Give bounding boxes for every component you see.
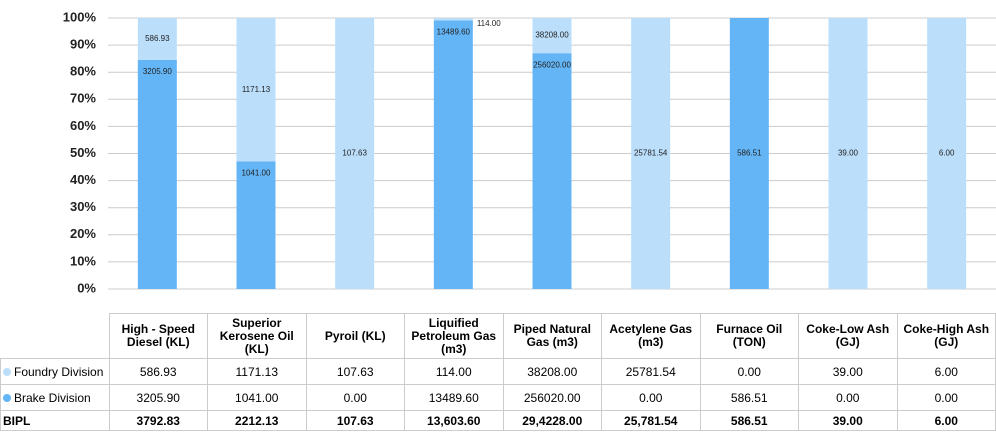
table-cell: 0.00 — [896, 384, 996, 411]
bar-segment — [137, 59, 177, 289]
table-cell: 39.00 — [798, 358, 898, 385]
data-label: 107.63 — [342, 149, 367, 158]
bar-segment — [236, 161, 276, 289]
table-cell: 13489.60 — [404, 384, 504, 411]
bar-segment — [137, 18, 177, 60]
legend-marker — [3, 368, 11, 377]
y-tick-label: 70% — [70, 91, 96, 106]
table-cell: 38208.00 — [502, 358, 602, 385]
data-label: 586.51 — [737, 149, 762, 158]
column-header: High - Speed Diesel (KL) — [108, 313, 208, 359]
table-cell: 25,781.54 — [601, 410, 701, 431]
table-row: Brake Division 3205.90 1041.00 0.00 13489.60… — [0, 384, 996, 411]
legend-label: Brake Division — [14, 390, 91, 405]
table-cell: 0.00 — [699, 358, 799, 385]
table-cell: 114.00 — [404, 358, 504, 385]
data-label: 586.93 — [145, 34, 170, 43]
table-cell: 586.93 — [108, 358, 208, 385]
bar-segment — [532, 18, 572, 54]
data-table: High - Speed Diesel (KL) Superior Kerosen… — [0, 313, 996, 431]
chart: 0% 10% 20% 30% 40% 50% 60% 70% 80% 90% 100% 3205.90… — [63, 9, 996, 295]
legend-entry: Foundry Division — [0, 358, 110, 385]
bar-segment — [433, 18, 473, 21]
data-label: 6.00 — [939, 149, 955, 158]
table-cell: 107.63 — [305, 358, 405, 385]
column-header: Coke-High Ash (GJ) — [896, 313, 996, 359]
y-tick-label: 60% — [70, 118, 96, 133]
table-cell: 256020.00 — [502, 384, 602, 411]
column-header: Superior Kerosene Oil (KL) — [207, 313, 307, 359]
table-cell: 586.51 — [699, 384, 799, 411]
total-row: BIPL 3792.83 2212.13 107.63 13,603.60 29,4228… — [0, 410, 996, 431]
bar-segment — [236, 18, 276, 162]
column-header: Liquified Petroleum Gas (m3) — [404, 313, 504, 359]
legend-marker — [3, 394, 11, 403]
table-corner — [1, 314, 110, 359]
table-cell: 3792.83 — [108, 410, 208, 431]
bar-segment — [433, 20, 473, 289]
table-cell: 586.51 — [699, 410, 799, 431]
column-header: Coke-Low Ash (GJ) — [798, 313, 898, 359]
column-header: Acetylene Gas (m3) — [601, 313, 701, 359]
bar-segment — [335, 18, 375, 289]
legend-entry: Brake Division — [0, 384, 110, 411]
data-label: 1041.00 — [242, 169, 271, 178]
bar-segment — [532, 53, 572, 289]
data-label: 114.00 — [477, 19, 501, 28]
y-tick-label: 50% — [70, 145, 96, 160]
data-label: 13489.60 — [437, 27, 471, 36]
y-tick-label: 10% — [70, 253, 96, 268]
column-header: Pyroil (KL) — [305, 313, 405, 359]
table-cell: 39.00 — [798, 410, 898, 431]
legend-label: Foundry Division — [14, 364, 104, 379]
table-cell: 107.63 — [305, 410, 405, 431]
table-cell: 29,4228.00 — [502, 410, 602, 431]
table-cell: 1171.13 — [207, 358, 307, 385]
table-cell: 0.00 — [798, 384, 898, 411]
data-label: 39.00 — [838, 149, 859, 158]
y-tick-label: 80% — [70, 64, 96, 79]
y-tick-label: 100% — [63, 9, 97, 24]
table-cell: 0.00 — [601, 384, 701, 411]
bar-segment — [729, 18, 769, 289]
bar-segment — [927, 18, 967, 289]
y-tick-label: 20% — [70, 226, 96, 241]
y-tick-label: 30% — [70, 199, 96, 214]
bar-segment — [631, 18, 671, 289]
column-header: Furnace Oil (TON) — [699, 313, 799, 359]
data-label: 3205.90 — [143, 67, 172, 76]
table-cell: 0.00 — [305, 384, 405, 411]
table-cell: 6.00 — [896, 410, 996, 431]
data-label: 256020.00 — [533, 60, 571, 69]
data-label: 1171.13 — [242, 85, 271, 94]
table-cell: 1041.00 — [207, 384, 307, 411]
column-header: Piped Natural Gas (m3) — [502, 313, 602, 359]
table-cell: 13,603.60 — [404, 410, 504, 431]
table-cell: 3205.90 — [108, 384, 208, 411]
data-label: 25781.54 — [634, 149, 668, 158]
table-cell: 2212.13 — [207, 410, 307, 431]
y-tick-label: 90% — [70, 37, 96, 52]
data-label: 38208.00 — [535, 31, 569, 40]
y-tick-label: 40% — [70, 172, 96, 187]
table-row: Foundry Division 586.93 1171.13 107.63 114.0… — [0, 358, 996, 385]
bar-segment — [828, 18, 868, 289]
row-label: BIPL — [0, 410, 110, 431]
y-tick-label: 0% — [77, 280, 96, 295]
table-cell: 6.00 — [896, 358, 996, 385]
table-cell: 25781.54 — [601, 358, 701, 385]
